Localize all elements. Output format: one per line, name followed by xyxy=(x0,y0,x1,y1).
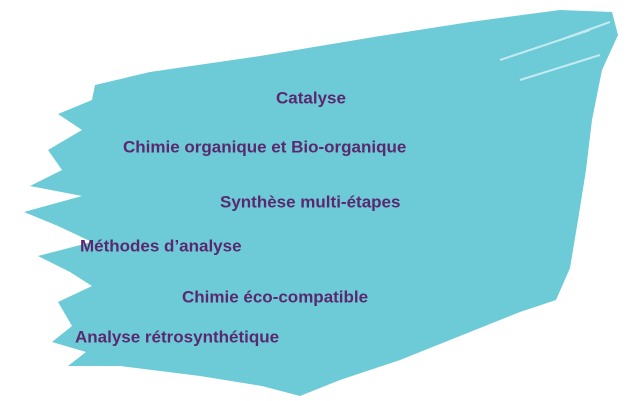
topic: Analyse rétrosynthétique xyxy=(75,327,279,346)
page: Catalyse Chimie organique et Bio-organiq… xyxy=(0,0,632,401)
topic: Catalyse xyxy=(276,88,346,107)
topic: Chimie organique et Bio-organique xyxy=(123,137,406,156)
topic: Méthodes d’analyse xyxy=(80,236,242,255)
topic: Synthèse multi-étapes xyxy=(220,192,400,211)
topic: Chimie éco-compatible xyxy=(182,287,368,306)
